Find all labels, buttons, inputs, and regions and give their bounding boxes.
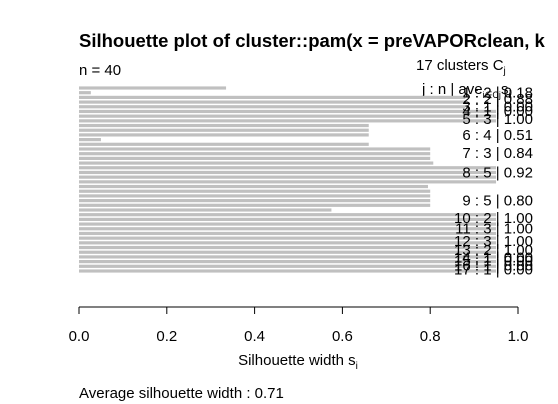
x-tick-label: 0.8: [420, 328, 441, 345]
silhouette-bar: [79, 91, 91, 95]
x-axis-label-sub: i: [356, 361, 358, 372]
bars-group: [79, 86, 497, 273]
silhouette-bar: [79, 213, 497, 217]
cluster-label: 8 : 5 | 0.92: [462, 165, 533, 182]
x-tick-label: 1.0: [508, 328, 529, 345]
cluster-label: 9 : 5 | 0.80: [462, 192, 533, 209]
silhouette-bar: [79, 236, 497, 240]
cluster-label: 15 : 1 | 0.00: [454, 253, 533, 270]
silhouette-bar: [79, 269, 497, 273]
cluster-label: 11 : 3 | 1.00: [455, 221, 533, 238]
silhouette-bar: [79, 128, 369, 132]
cluster-label: 3 : 1 | 0.00: [462, 98, 533, 115]
silhouette-bar: [79, 227, 497, 231]
x-axis-label-text: Silhouette width s: [238, 352, 356, 369]
silhouette-bar: [79, 133, 369, 137]
n-label: n = 40: [79, 62, 121, 79]
silhouette-bar: [79, 114, 497, 118]
silhouette-bar: [79, 105, 466, 109]
average-silhouette-footer: Average silhouette width : 0.71: [79, 385, 284, 402]
silhouette-bar: [79, 203, 431, 207]
x-tick-label: 0.2: [156, 328, 177, 345]
cluster-label: 7 : 3 | 0.84: [462, 145, 533, 162]
cluster-label: 10 : 2 | 1.00: [454, 210, 533, 227]
silhouette-bar: [79, 86, 227, 90]
silhouette-bar: [79, 250, 497, 254]
column-header-stat-sub: i: [508, 90, 510, 101]
silhouette-bar: [79, 95, 466, 99]
cluster-label: 12 : 3 | 1.00: [454, 233, 533, 250]
silhouette-bar: [79, 231, 497, 236]
cluster-labels-group: 1 : 2 | 0.182 : 2 | 0.883 : 1 | 0.004 : …: [454, 84, 533, 278]
x-axis: 0.0 0.2 0.4 0.6 0.8 1.0: [69, 306, 529, 345]
cluster-label: 2 : 2 | 0.88: [462, 91, 533, 108]
silhouette-bar: [79, 170, 497, 175]
silhouette-bar: [79, 222, 497, 226]
silhouette-bar: [79, 119, 497, 123]
silhouette-bar: [79, 194, 431, 198]
silhouette-bar: [79, 156, 431, 160]
column-header-text: j : n | ave: [421, 81, 483, 98]
chart-title: Silhouette plot of cluster::pam(x = preV…: [79, 30, 546, 51]
silhouette-bar: [79, 109, 497, 114]
cluster-label: 14 : 1 | 0.00: [454, 249, 533, 266]
silhouette-bar: [79, 180, 497, 184]
silhouette-bar: [79, 138, 101, 142]
cluster-label: 4 : 1 | 0.00: [462, 103, 533, 120]
silhouette-bar: [79, 184, 429, 189]
clusters-label-text: 17 clusters C: [416, 57, 504, 74]
cluster-label: 6 : 4 | 0.51: [462, 127, 533, 144]
cluster-label: 1 : 2 | 0.18: [462, 84, 533, 101]
x-tick-label: 0.0: [69, 328, 90, 345]
silhouette-bar: [79, 123, 369, 128]
silhouette-bar: [79, 166, 497, 170]
silhouette-bar: [79, 175, 497, 179]
silhouette-bar: [79, 260, 497, 264]
silhouette-bar: [79, 264, 497, 268]
silhouette-bar: [79, 142, 369, 146]
cluster-label: 13 : 2 | 1.00: [454, 242, 533, 259]
column-header-stat: s: [501, 81, 509, 98]
silhouette-bar: [79, 245, 497, 250]
clusters-label: 17 clusters Cj: [416, 57, 506, 77]
column-header: j : n | avei∈Cjsi: [421, 81, 511, 101]
silhouette-bar: [79, 147, 431, 151]
silhouette-bar: [79, 152, 431, 156]
silhouette-bar: [79, 161, 434, 165]
cluster-label: 16 : 1 | 0.00: [454, 257, 533, 274]
silhouette-bar: [79, 189, 431, 193]
silhouette-bar: [79, 208, 332, 212]
x-tick-label: 0.6: [332, 328, 353, 345]
silhouette-bar: [79, 241, 497, 245]
silhouette-bar: [79, 217, 497, 221]
clusters-label-sub: j: [503, 66, 506, 77]
cluster-label: 17 : 1 | 0.00: [454, 261, 533, 278]
column-header-sub-ave: i∈Cj: [483, 90, 501, 100]
silhouette-bar: [79, 100, 466, 104]
silhouette-bar: [79, 199, 431, 203]
silhouette-bar: [79, 255, 497, 259]
x-axis-label: Silhouette width si: [238, 352, 358, 372]
cluster-label: 5 : 3 | 1.00: [462, 111, 533, 128]
x-tick-label: 0.4: [244, 328, 265, 345]
